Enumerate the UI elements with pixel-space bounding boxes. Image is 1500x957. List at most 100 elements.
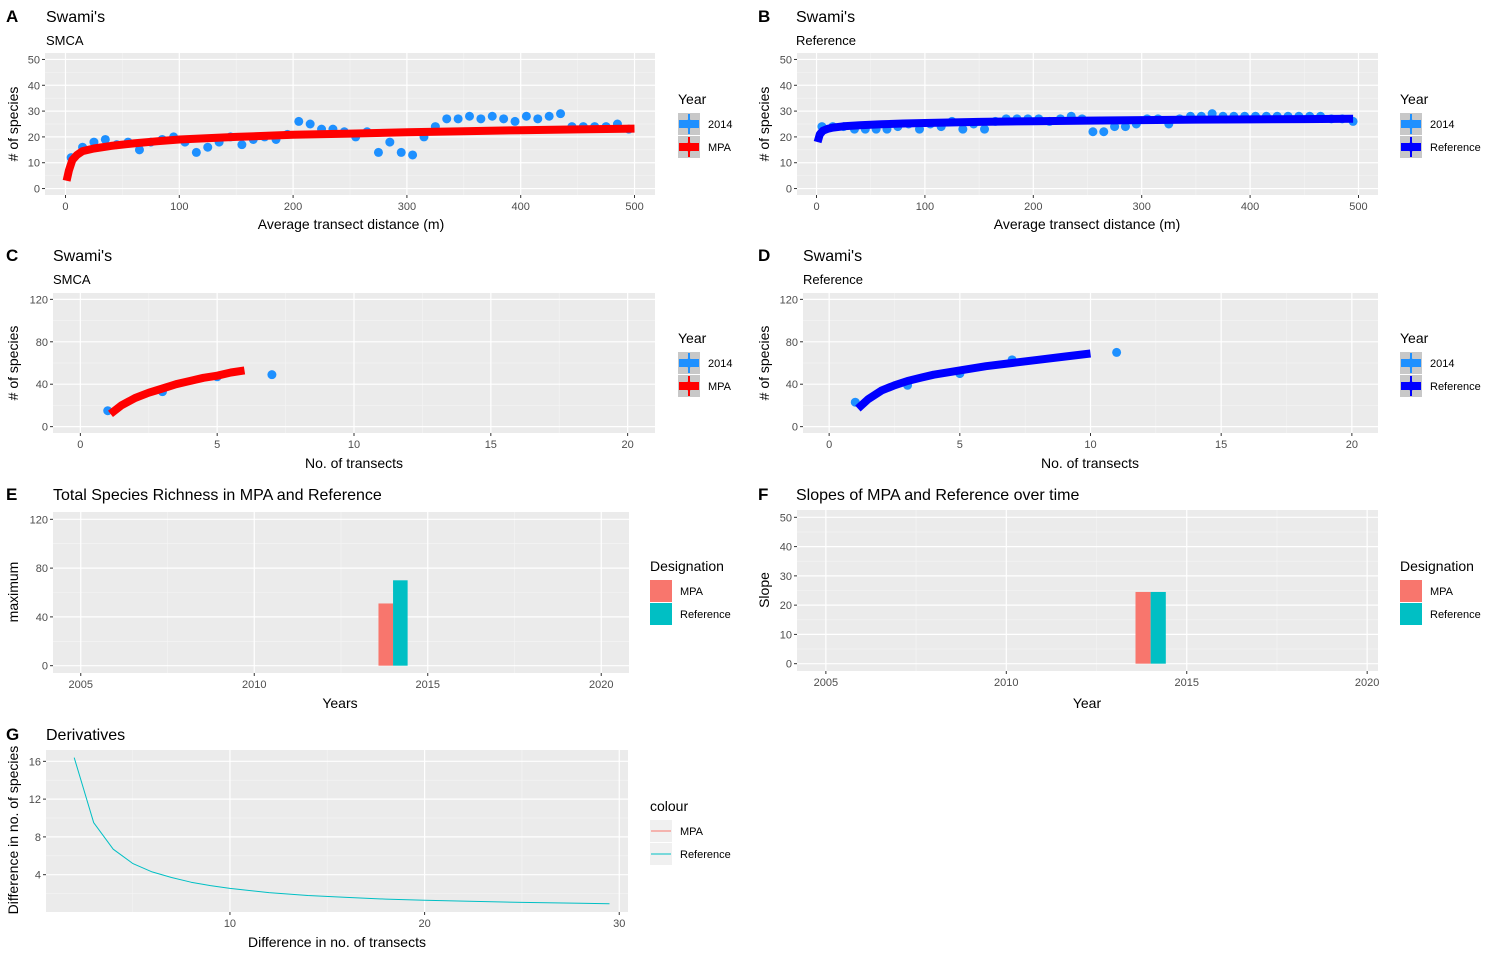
y-tick-label: 30 [780, 106, 792, 118]
legend-key-point [684, 358, 694, 368]
y-tick-label: 20 [780, 600, 792, 612]
y-tick-label: 50 [780, 54, 792, 66]
x-tick-label: 30 [613, 918, 625, 930]
data-point [544, 111, 554, 121]
y-tick-label: 40 [28, 80, 40, 92]
legend-title: Year [1400, 330, 1429, 346]
panel-title: Slopes of MPA and Reference over time [796, 487, 1080, 504]
x-tick-label: 400 [512, 201, 530, 213]
data-point [442, 114, 452, 124]
panel-title: Derivatives [46, 727, 125, 744]
legend-key-point [1406, 142, 1416, 152]
x-tick-label: 400 [1241, 201, 1259, 213]
x-axis-label: Difference in no. of transects [248, 934, 426, 950]
y-tick-label: 50 [780, 512, 792, 524]
panel-tag: E [6, 485, 17, 504]
legend-title: Year [678, 91, 707, 107]
x-tick-label: 300 [1133, 201, 1151, 213]
data-point [134, 145, 144, 155]
x-tick-label: 15 [1215, 439, 1227, 451]
y-axis-label: # of species [5, 87, 21, 162]
data-point [1088, 127, 1098, 137]
legend-title: Year [678, 330, 707, 346]
y-tick-label: 30 [780, 571, 792, 583]
y-tick-label: 120 [30, 294, 48, 306]
panel-title: Swami's [53, 248, 112, 265]
fitted-curve [62, 124, 635, 182]
legend-label: MPA [708, 381, 732, 393]
y-tick-label: 80 [36, 337, 48, 349]
panel-subtitle: Reference [803, 272, 863, 287]
panel-b: B Swami's Reference 0 100 200 300 400 500 0 10 20 30… [756, 7, 1481, 232]
x-tick-label: 300 [398, 201, 416, 213]
fitted-curve [813, 114, 1354, 144]
x-tick-label: 100 [916, 201, 934, 213]
bar [1135, 591, 1151, 664]
legend-label: Reference [1430, 609, 1481, 621]
x-axis-label: Average transect distance (m) [994, 216, 1181, 232]
y-tick-label: 8 [35, 832, 41, 844]
data-point [487, 111, 497, 121]
y-tick-label: 0 [786, 659, 792, 671]
legend-key-point [684, 142, 694, 152]
y-tick-label: 80 [36, 563, 48, 575]
x-tick-label: 5 [214, 439, 220, 451]
panel-tag: A [6, 7, 18, 26]
x-axis-label: Average transect distance (m) [258, 216, 445, 232]
x-tick-label: 2020 [589, 679, 613, 691]
data-point [453, 114, 463, 124]
y-tick-label: 40 [780, 80, 792, 92]
legend-key-point [1406, 119, 1416, 129]
x-tick-label: 20 [622, 439, 634, 451]
bar [378, 603, 394, 666]
y-tick-label: 40 [36, 612, 48, 624]
legend: Designation MPA Reference [650, 558, 731, 625]
x-tick-label: 500 [1349, 201, 1367, 213]
x-tick-label: 10 [1084, 439, 1096, 451]
legend-title: Designation [650, 558, 724, 574]
x-tick-label: 2015 [416, 679, 440, 691]
x-tick-label: 2010 [994, 677, 1018, 689]
legend-label: MPA [708, 142, 732, 154]
x-axis-label: Year [1073, 695, 1102, 711]
panel-subtitle: SMCA [46, 33, 84, 48]
data-point [521, 111, 531, 121]
data-point [510, 116, 520, 126]
y-tick-label: 40 [786, 379, 798, 391]
x-tick-label: 15 [485, 439, 497, 451]
y-tick-label: 120 [780, 294, 798, 306]
y-tick-label: 10 [780, 158, 792, 170]
data-point [294, 116, 304, 126]
y-tick-label: 120 [30, 514, 48, 526]
x-tick-label: 2005 [69, 679, 93, 691]
data-point [100, 134, 110, 144]
y-tick-label: 0 [42, 661, 48, 673]
legend-title: Designation [1400, 558, 1474, 574]
y-tick-label: 16 [29, 756, 41, 768]
data-point [267, 370, 277, 380]
legend-label: Reference [1430, 142, 1481, 154]
panel-tag: F [758, 485, 768, 504]
data-point [396, 147, 406, 157]
y-tick-label: 20 [780, 132, 792, 144]
panel-title: Swami's [803, 248, 862, 265]
x-tick-label: 0 [826, 439, 832, 451]
panel-tag: C [6, 246, 18, 265]
bar [393, 580, 408, 666]
legend-label: Reference [1430, 381, 1481, 393]
legend-label: 2014 [708, 119, 732, 131]
data-point [556, 109, 566, 119]
data-point [1120, 122, 1130, 132]
panel-c: C Swami's SMCA 0 5 10 15 20 0 40 80 120 No. of trans… [5, 246, 732, 471]
y-tick-label: 20 [28, 132, 40, 144]
data-point [237, 140, 247, 150]
fitted-curve [73, 757, 610, 905]
y-tick-label: 0 [34, 184, 40, 196]
x-tick-label: 200 [1024, 201, 1042, 213]
legend-label: 2014 [1430, 358, 1454, 370]
y-tick-label: 10 [780, 629, 792, 641]
y-tick-label: 50 [28, 54, 40, 66]
y-axis-label: # of species [5, 326, 21, 401]
